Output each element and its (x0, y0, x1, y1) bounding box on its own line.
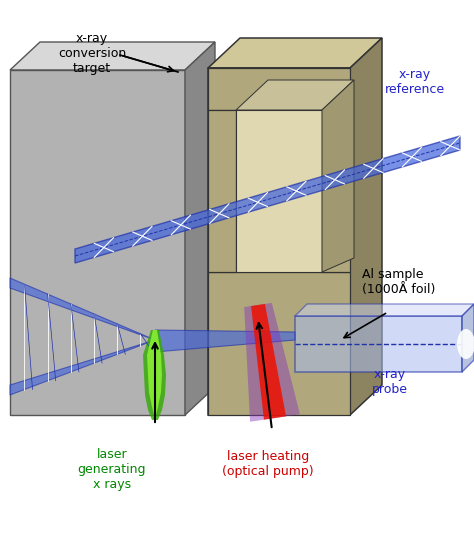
Polygon shape (208, 38, 382, 68)
Polygon shape (322, 110, 350, 272)
Text: Al sample
(1000Å foil): Al sample (1000Å foil) (362, 268, 436, 296)
Polygon shape (350, 38, 382, 415)
Polygon shape (143, 330, 166, 420)
Ellipse shape (457, 329, 474, 359)
Polygon shape (208, 68, 350, 110)
Polygon shape (208, 68, 350, 415)
Polygon shape (208, 110, 236, 272)
Polygon shape (10, 278, 155, 340)
Text: x-ray
probe: x-ray probe (372, 368, 408, 396)
Polygon shape (10, 70, 185, 415)
Polygon shape (322, 80, 354, 272)
Polygon shape (185, 42, 215, 415)
Text: x-ray
reference: x-ray reference (385, 68, 445, 96)
Polygon shape (236, 110, 322, 272)
Polygon shape (462, 304, 474, 372)
Polygon shape (155, 330, 295, 352)
Polygon shape (75, 136, 460, 263)
Polygon shape (295, 316, 462, 372)
Polygon shape (236, 80, 354, 110)
Polygon shape (251, 304, 286, 420)
Polygon shape (10, 340, 155, 395)
Polygon shape (295, 304, 474, 316)
Text: laser heating
(optical pump): laser heating (optical pump) (222, 450, 314, 478)
Text: x-ray
conversion
target: x-ray conversion target (58, 32, 126, 75)
Polygon shape (208, 272, 350, 415)
Polygon shape (10, 42, 215, 70)
Polygon shape (147, 330, 162, 415)
Text: laser
generating
x rays: laser generating x rays (78, 448, 146, 491)
Polygon shape (244, 303, 300, 422)
